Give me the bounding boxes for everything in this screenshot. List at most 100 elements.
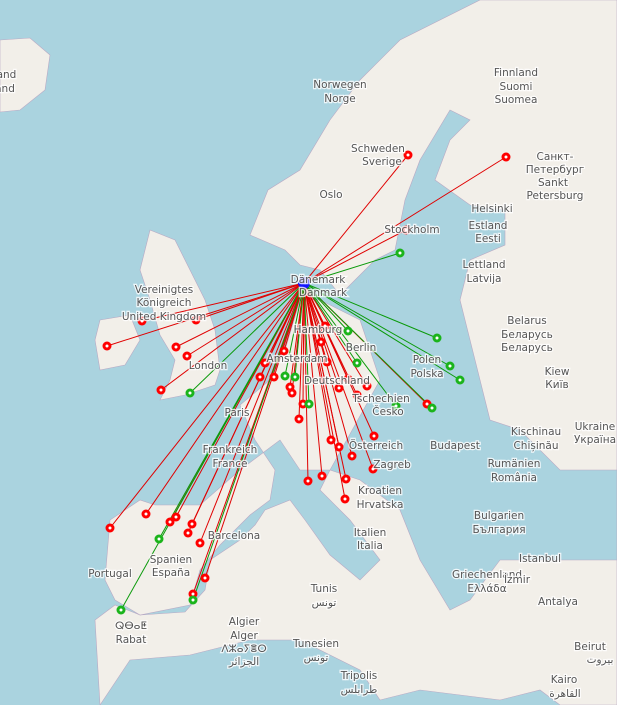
place-label: България	[472, 524, 525, 536]
marker-dot	[157, 537, 161, 541]
place-label: Belarus	[507, 315, 546, 327]
place-label: Berlin	[346, 342, 376, 354]
route-line	[189, 282, 305, 394]
place-label: طرابلس	[341, 684, 378, 696]
route-line	[303, 154, 409, 284]
route-line	[302, 282, 305, 405]
place-label: Finnland	[494, 67, 538, 79]
route-line	[294, 282, 305, 378]
marker-dot	[288, 385, 292, 389]
route-line	[303, 282, 358, 364]
marker-dot	[174, 515, 178, 519]
place-label: Lettland	[462, 259, 505, 271]
place-label: Rabat	[116, 634, 147, 646]
place-label: Suomi	[500, 81, 533, 93]
route-line	[303, 282, 375, 437]
marker-dot	[159, 388, 163, 392]
place-label: Italien	[354, 527, 387, 539]
place-label: Sankt	[538, 177, 568, 189]
place-label: România	[491, 472, 537, 484]
place-label: Dänemark	[291, 274, 347, 286]
place-label: Norwegen	[313, 79, 366, 91]
marker-dot	[435, 336, 439, 340]
route-line	[303, 282, 353, 457]
marker-dot	[458, 378, 462, 382]
marker-dot	[144, 512, 148, 516]
marker-dot	[191, 592, 195, 596]
route-line	[303, 282, 349, 332]
place-label: Algier	[229, 616, 260, 628]
place-label: Україна	[574, 434, 616, 446]
marker-dot	[168, 520, 172, 524]
route-line	[303, 252, 401, 284]
route-line	[199, 282, 305, 544]
marker-dot	[325, 360, 329, 364]
route-line	[204, 282, 305, 579]
marker-dot	[337, 386, 341, 390]
place-label: España	[152, 567, 190, 579]
marker-dot	[344, 477, 348, 481]
place-label: Suomea	[495, 94, 538, 106]
route-line	[186, 282, 305, 357]
route-line	[303, 282, 368, 387]
marker-dot	[105, 344, 109, 348]
route-line	[303, 282, 374, 470]
marker-dot	[329, 438, 333, 442]
place-label: and	[0, 83, 15, 95]
place-label: London	[189, 360, 228, 372]
place-label: Budapest	[430, 440, 480, 452]
place-label: Alger	[230, 630, 258, 642]
place-label: land	[0, 69, 16, 81]
marker-dot	[191, 598, 195, 602]
route-line	[303, 282, 346, 500]
marker-dot	[448, 364, 452, 368]
place-label: ⵕⴱⴰⵟ	[115, 620, 147, 632]
marker-dot	[306, 479, 310, 483]
place-label: Antalya	[538, 596, 578, 608]
place-label: Kroatien	[358, 485, 402, 497]
route-line	[303, 229, 407, 284]
place-label: الجزائر	[228, 656, 259, 668]
marker-dot	[258, 375, 262, 379]
route-line	[303, 282, 309, 482]
place-label: Zagreb	[373, 459, 411, 471]
marker-dot	[320, 474, 324, 478]
route-line	[175, 282, 305, 348]
route-line	[303, 282, 433, 409]
route-line	[303, 282, 461, 381]
place-label: Danmark	[299, 287, 348, 299]
place-label: Hamburg	[294, 324, 343, 336]
place-label: Беларусь	[501, 329, 553, 341]
route-line	[192, 282, 305, 601]
marker-dot	[372, 434, 376, 438]
marker-dot	[355, 361, 359, 365]
route-line	[106, 282, 305, 347]
place-label: Bulgarien	[474, 510, 524, 522]
place-label: Санкт-	[537, 151, 574, 163]
place-label: القاهرة	[549, 688, 580, 700]
place-label: Königreich	[137, 297, 192, 309]
place-label: Chișinău	[513, 440, 558, 452]
place-label: Eesti	[475, 233, 501, 245]
place-label: Polen	[413, 354, 441, 366]
place-label: تونس	[304, 652, 329, 664]
place-label: Tunesien	[292, 638, 339, 650]
place-label: ⴷⵣⴰⵢⴻⵔ	[221, 643, 266, 655]
route-line	[145, 282, 305, 515]
place-label: Kiew	[545, 366, 570, 378]
marker-dot	[263, 361, 267, 365]
marker-dot	[297, 417, 301, 421]
marker-dot	[119, 608, 123, 612]
place-label: France	[213, 458, 248, 470]
route-line	[303, 282, 340, 389]
place-label: Київ	[545, 379, 568, 391]
place-label: Tunis	[310, 583, 338, 595]
route-line	[120, 282, 305, 611]
place-label: Paris	[225, 407, 250, 419]
place-label: Latvija	[467, 273, 502, 285]
marker-dot	[404, 228, 408, 232]
marker-dot	[350, 454, 354, 458]
